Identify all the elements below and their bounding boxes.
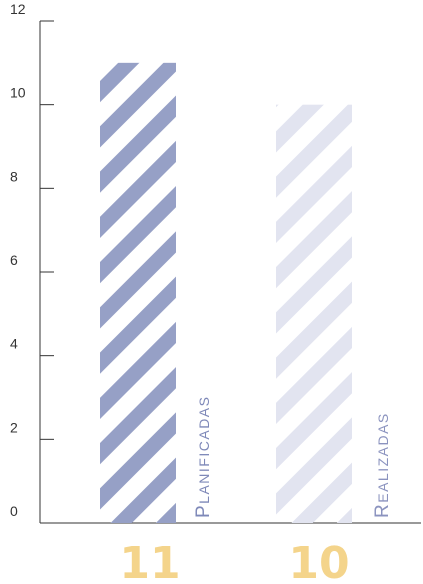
category-label-planificadas: PLANIFICADAS [193, 396, 214, 519]
y-tick-label-4: 4 [10, 336, 18, 352]
labels: PLANIFICADAS REALIZADAS 11 10 [119, 396, 393, 584]
y-tick-label-6: 6 [10, 252, 18, 268]
y-tick-label-10: 10 [10, 85, 26, 101]
bar-planificadas [100, 62, 176, 523]
category-label-realizadas: REALIZADAS [372, 412, 393, 518]
bar-realizadas [276, 104, 352, 524]
value-label-planificadas: 11 [119, 538, 180, 584]
y-tick-label-8: 8 [10, 168, 18, 184]
value-label-realizadas: 10 [288, 538, 349, 584]
bars [100, 62, 352, 524]
axes: 0 2 4 6 8 10 12 [10, 1, 421, 524]
y-tick-label-0: 0 [10, 503, 18, 519]
y-tick-label-12: 12 [10, 1, 26, 17]
y-tick-label-2: 2 [10, 419, 18, 435]
